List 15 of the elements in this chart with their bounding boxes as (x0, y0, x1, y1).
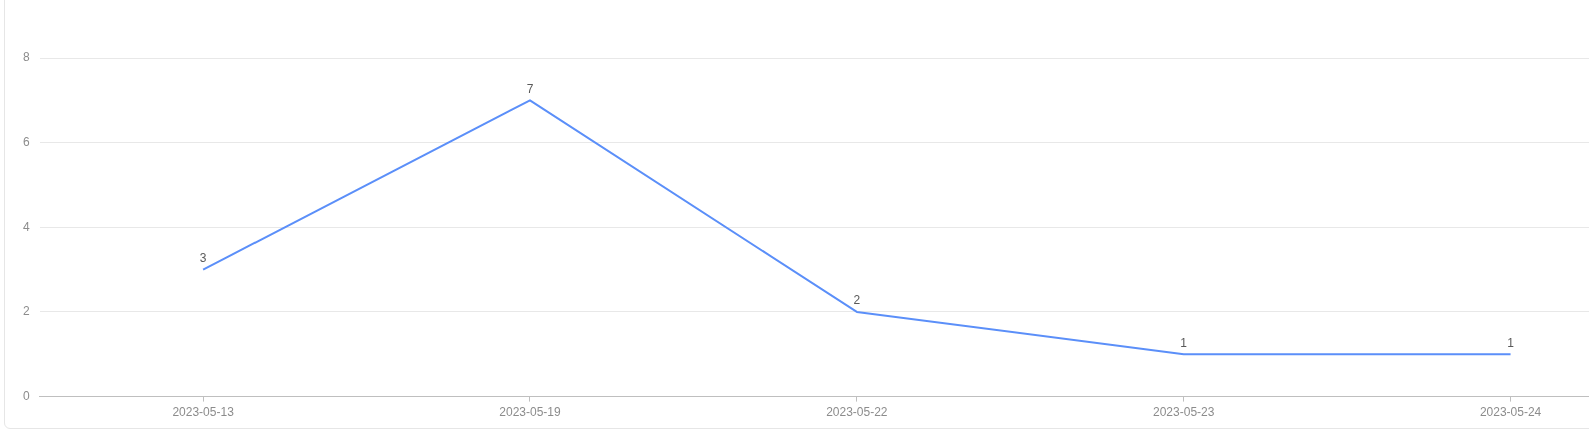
data-label: 3 (199, 250, 207, 265)
data-label: 1 (1180, 335, 1188, 350)
data-label: 2 (853, 293, 861, 308)
y-tick-label: 0 (22, 388, 30, 403)
data-label: 1 (1507, 335, 1515, 350)
x-tick-label: 2023-05-19 (499, 405, 561, 420)
x-tick-label: 2023-05-23 (1153, 405, 1215, 420)
y-tick-label: 6 (22, 134, 30, 149)
data-label: 7 (526, 81, 534, 96)
y-tick-label: 2 (22, 304, 30, 319)
x-tick-label: 2023-05-13 (172, 405, 235, 420)
y-tick-label: 4 (22, 219, 30, 234)
y-tick-label: 8 (22, 50, 30, 65)
x-tick-label: 2023-05-22 (826, 405, 888, 420)
x-tick-label: 2023-05-24 (1479, 405, 1542, 420)
